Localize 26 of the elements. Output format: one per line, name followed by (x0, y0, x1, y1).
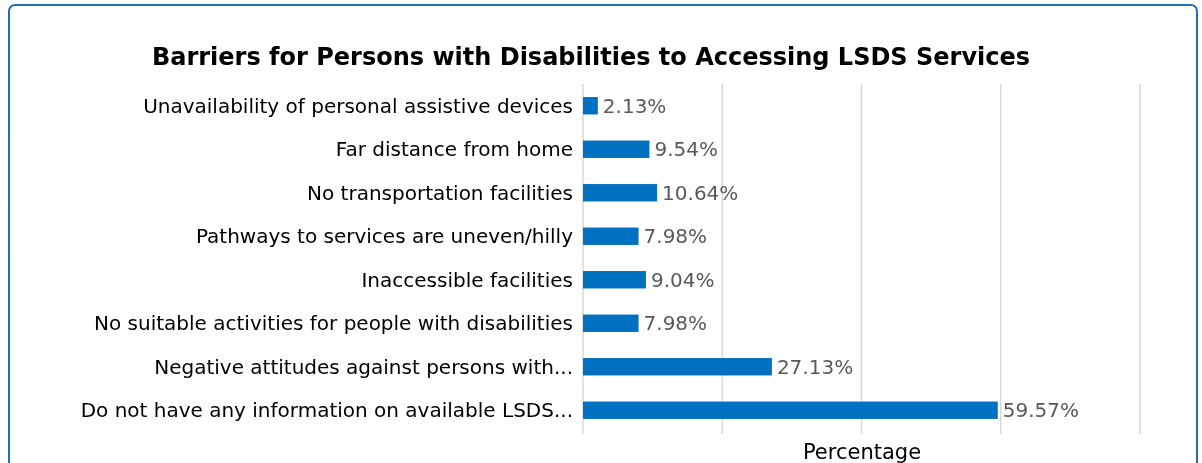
data-label: 27.13% (776, 354, 854, 379)
data-label: 2.13% (602, 93, 667, 118)
y-tick-label: Negative attitudes against persons with... (154, 354, 573, 379)
bar (583, 401, 998, 419)
bar (583, 140, 650, 158)
data-label: 9.04% (650, 267, 715, 292)
data-label: 59.57% (1002, 398, 1080, 423)
data-label: 7.98% (643, 311, 708, 336)
y-tick-label: No transportation facilities (307, 180, 573, 205)
data-label: 7.98% (643, 224, 708, 249)
y-tick-label: Pathways to services are uneven/hilly (195, 224, 574, 249)
bar (583, 97, 598, 115)
y-tick-label: Unavailability of personal assistive devices (143, 93, 573, 118)
bar (583, 227, 639, 245)
chart-title: Barriers for Persons with Disabilities to Accessing LSDS Services (151, 43, 1031, 71)
bar (583, 184, 658, 202)
bar (583, 358, 772, 376)
y-tick-label: Do not have any information on available LSDS... (80, 398, 573, 423)
x-axis-title: Percentage (802, 440, 922, 463)
data-label: 10.64% (662, 180, 739, 205)
bar (583, 271, 646, 289)
y-tick-label: Inaccessible facilities (361, 267, 573, 292)
bar (583, 314, 639, 332)
y-tick-label: Far distance from home (335, 137, 573, 162)
y-tick-label: No suitable activities for people with disabilities (94, 311, 573, 336)
data-label: 9.54% (654, 137, 718, 162)
